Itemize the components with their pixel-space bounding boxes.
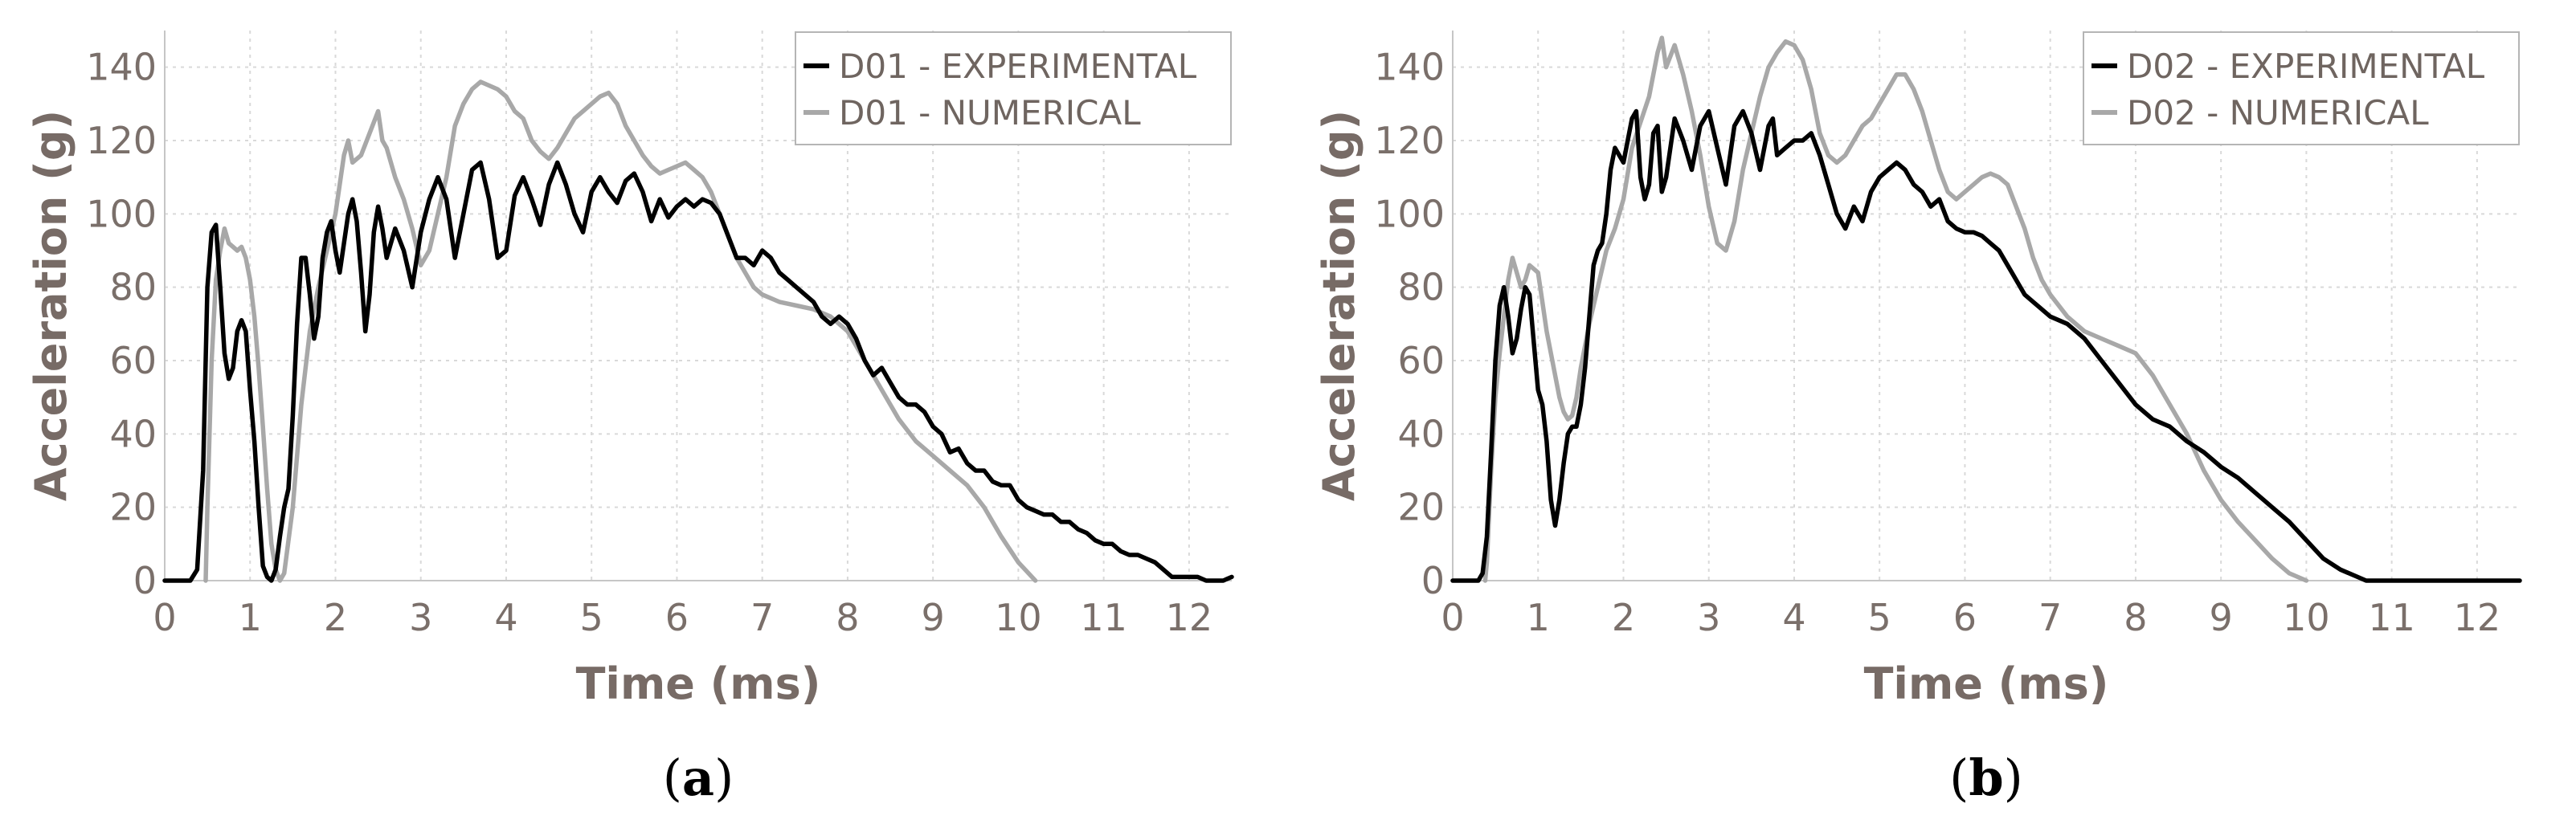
legend: D01 - EXPERIMENTAL D01 - NUMERICAL xyxy=(795,31,1232,145)
panel-caption: (b) xyxy=(1949,748,2023,807)
series-line-experimental xyxy=(162,160,1234,583)
x-tick-label: 0 xyxy=(153,596,176,639)
caption-close-paren: ) xyxy=(2004,748,2023,807)
y-tick-label: 60 xyxy=(1397,339,1445,382)
x-axis-title: Time (ms) xyxy=(576,659,821,709)
x-tick-label: 5 xyxy=(580,596,603,639)
y-axis-title: Acceleration (g) xyxy=(1314,110,1364,501)
y-tick-label: 140 xyxy=(86,46,157,89)
y-tick-label: 120 xyxy=(86,119,157,162)
x-tick-label: 8 xyxy=(836,596,859,639)
legend-label: D02 - EXPERIMENTAL xyxy=(2127,47,2485,86)
y-tick-label: 40 xyxy=(109,412,157,455)
y-tick-label: 40 xyxy=(1397,412,1445,455)
y-tick-label: 0 xyxy=(133,559,157,602)
x-tick-label: 8 xyxy=(2124,596,2147,639)
legend-label: D02 - NUMERICAL xyxy=(2127,93,2429,133)
series-line-experimental xyxy=(1450,108,2522,583)
series-line-numerical xyxy=(203,80,1038,583)
y-tick-label: 0 xyxy=(1421,559,1445,602)
x-tick-label: 7 xyxy=(750,596,774,639)
x-tick-label: 1 xyxy=(239,596,262,639)
x-tick-label: 6 xyxy=(665,596,689,639)
y-tick-label: 60 xyxy=(109,339,157,382)
x-tick-label: 11 xyxy=(2368,596,2415,639)
y-tick-label: 80 xyxy=(109,266,157,309)
panel-caption: (a) xyxy=(663,748,734,807)
x-tick-label: 7 xyxy=(2038,596,2062,639)
x-tick-label: 4 xyxy=(1782,596,1805,639)
y-tick-label: 20 xyxy=(1397,486,1445,529)
y-tick-label: 100 xyxy=(86,192,157,235)
x-axis-title: Time (ms) xyxy=(1864,659,2109,709)
caption-open-paren: ( xyxy=(663,748,682,807)
x-tick-label: 11 xyxy=(1080,596,1127,639)
x-tick-label: 2 xyxy=(1612,596,1635,639)
x-tick-label: 9 xyxy=(922,596,945,639)
y-axis-title: Acceleration (g) xyxy=(26,110,76,501)
caption-letter: a xyxy=(682,748,714,807)
x-tick-label: 10 xyxy=(2283,596,2330,639)
series-line-numerical xyxy=(1482,35,2309,583)
x-tick-label: 4 xyxy=(494,596,517,639)
y-tick-label: 120 xyxy=(1374,119,1445,162)
y-tick-label: 100 xyxy=(1374,192,1445,235)
caption-open-paren: ( xyxy=(1949,748,1969,807)
x-tick-label: 3 xyxy=(409,596,432,639)
legend-box xyxy=(2083,31,2520,145)
x-tick-label: 6 xyxy=(1953,596,1977,639)
caption-letter: b xyxy=(1969,748,2003,807)
x-tick-label: 12 xyxy=(2454,596,2501,639)
x-tick-label: 10 xyxy=(995,596,1042,639)
legend: D02 - EXPERIMENTAL D02 - NUMERICAL xyxy=(2083,31,2520,145)
y-tick-label: 20 xyxy=(109,486,157,529)
x-tick-label: 5 xyxy=(1868,596,1891,639)
x-tick-label: 1 xyxy=(1527,596,1550,639)
legend-label: D01 - EXPERIMENTAL xyxy=(839,47,1197,86)
y-tick-label: 80 xyxy=(1397,266,1445,309)
x-tick-label: 9 xyxy=(2210,596,2233,639)
x-tick-label: 3 xyxy=(1697,596,1720,639)
y-tick-label: 140 xyxy=(1374,46,1445,89)
legend-box xyxy=(795,31,1232,145)
caption-close-paren: ) xyxy=(714,748,734,807)
x-tick-label: 2 xyxy=(324,596,347,639)
x-tick-label: 12 xyxy=(1166,596,1213,639)
x-tick-label: 0 xyxy=(1441,596,1464,639)
legend-label: D01 - NUMERICAL xyxy=(839,93,1141,133)
